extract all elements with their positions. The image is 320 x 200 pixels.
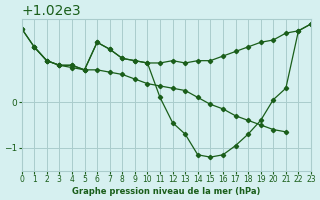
X-axis label: Graphe pression niveau de la mer (hPa): Graphe pression niveau de la mer (hPa) [72,187,260,196]
